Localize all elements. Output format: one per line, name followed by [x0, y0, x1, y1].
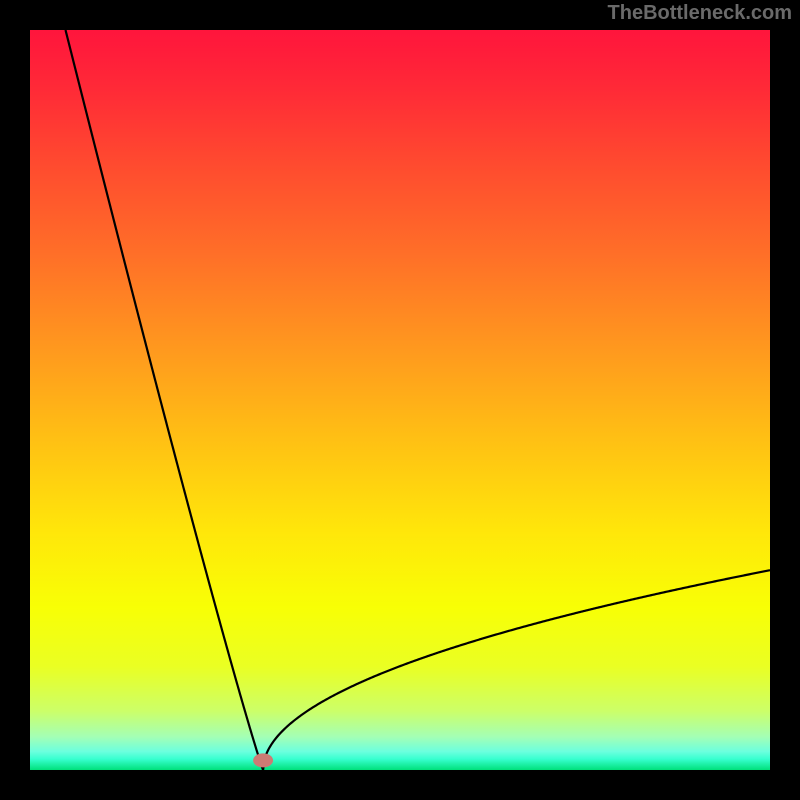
- optimal-point-marker: [253, 753, 273, 767]
- bottleneck-chart: [0, 0, 800, 800]
- watermark-text: TheBottleneck.com: [608, 2, 792, 25]
- plot-background-gradient: [30, 30, 770, 770]
- chart-container: TheBottleneck.com: [0, 0, 800, 800]
